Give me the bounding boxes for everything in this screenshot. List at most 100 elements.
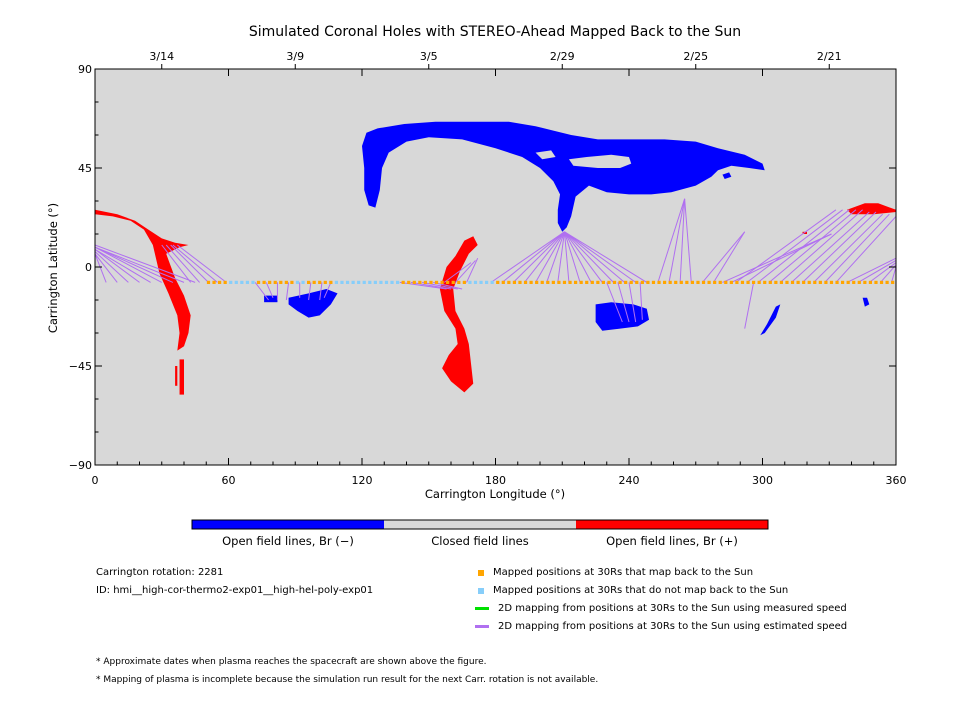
- mapped-point: [568, 280, 572, 284]
- mapped-point: [601, 280, 606, 284]
- mapped-point: [418, 280, 422, 284]
- mapping-line: [857, 259, 897, 283]
- mapping-line: [768, 209, 857, 283]
- mapped-point: [284, 280, 288, 284]
- positive-hole-left-tail-2: [175, 366, 178, 386]
- negative-hole-dot: [862, 297, 870, 307]
- mapping-line: [564, 231, 636, 283]
- mapped-point: [446, 280, 450, 284]
- mapped-point: [835, 280, 839, 284]
- legend-label-measured-speed: 2D mapping from positions at 30Rs to the…: [498, 603, 847, 614]
- negative-hole-small-1: [264, 295, 278, 303]
- mapping-line: [846, 257, 897, 283]
- mapped-point: [440, 280, 444, 284]
- mapped-point: [223, 280, 227, 284]
- mapped-point: [407, 280, 411, 284]
- x-tick-label: 180: [485, 474, 506, 487]
- mapping-line: [455, 260, 476, 283]
- mapped-point: [262, 280, 266, 284]
- mapped-point: [668, 280, 672, 284]
- mapping-line: [779, 209, 863, 283]
- mapping-line: [94, 253, 107, 283]
- mapping-line: [668, 198, 686, 283]
- y-tick-label: 90: [78, 63, 92, 76]
- mapped-point: [891, 280, 895, 284]
- mapping-line: [735, 209, 837, 283]
- colorbar-positive: [576, 520, 768, 529]
- mapped-point: [462, 280, 466, 284]
- unmapped-point: [340, 280, 344, 284]
- mapped-point: [657, 280, 661, 284]
- mapping-line: [466, 257, 479, 283]
- colorbar-label-negative: Open field lines, Br (−): [222, 534, 354, 548]
- mapped-point: [290, 280, 294, 284]
- mapping-line: [254, 282, 269, 301]
- mapped-point: [212, 280, 216, 284]
- mapped-point: [868, 280, 873, 284]
- mapping-line: [757, 209, 850, 283]
- mapped-point: [307, 280, 311, 284]
- mapped-point: [790, 280, 795, 284]
- mapped-point: [574, 280, 578, 284]
- mapped-point: [874, 280, 878, 284]
- date-tick-label: 2/29: [550, 50, 575, 63]
- mapping-line: [722, 233, 832, 283]
- coronal-holes: [95, 121, 896, 395]
- mapping-line: [444, 262, 472, 283]
- mapped-point: [735, 280, 739, 284]
- mapped-points: [206, 280, 895, 284]
- mapped-point: [757, 280, 761, 284]
- unmapped-point: [390, 280, 394, 284]
- mapping-line: [564, 231, 648, 283]
- colorbar: [191, 519, 769, 530]
- mapping-line: [94, 251, 129, 283]
- mapped-point: [807, 280, 811, 284]
- unmapped-point: [479, 280, 483, 284]
- mapped-point: [852, 280, 856, 284]
- mapping-line: [564, 231, 603, 283]
- unmapped-point: [373, 280, 377, 284]
- mapping-line: [94, 246, 174, 283]
- x-tick-label: 360: [886, 474, 907, 487]
- mapping-lines: [94, 198, 897, 329]
- mapping-line: [524, 231, 565, 283]
- mapped-point: [523, 280, 528, 284]
- mapping-line: [557, 231, 565, 283]
- unmapped-point: [251, 280, 255, 284]
- mapping-line: [265, 282, 274, 298]
- unmapped-point: [245, 280, 250, 284]
- mapped-point: [640, 280, 644, 284]
- legend-label-not-mapped: Mapped positions at 30Rs that do not map…: [493, 585, 789, 596]
- mapping-line: [617, 282, 630, 323]
- mapped-point: [206, 280, 211, 284]
- plot-area: [94, 68, 897, 466]
- colorbar-negative: [192, 520, 384, 529]
- footnote-dates: * Approximate dates when plasma reaches …: [96, 657, 487, 667]
- purple-line-icon: [475, 625, 489, 628]
- mapped-point: [885, 280, 889, 284]
- orange-square-icon: [478, 569, 484, 576]
- chart-title: Simulated Coronal Holes with STEREO-Ahea…: [249, 24, 741, 40]
- negative-hole-north: [362, 121, 765, 232]
- mapped-point: [256, 280, 261, 284]
- mapping-line: [564, 231, 625, 283]
- run-id-text: ID: hmi__high-cor-thermo2-exp01__high-he…: [96, 585, 374, 596]
- lightblue-square-icon: [478, 587, 484, 594]
- mapped-point: [679, 280, 683, 284]
- negative-hole-eye-small: [535, 150, 556, 160]
- mapping-line: [94, 244, 196, 283]
- mapped-point: [401, 280, 405, 284]
- mapping-line: [94, 248, 151, 283]
- mapped-point: [696, 280, 700, 284]
- positive-hole-left-tail: [179, 359, 184, 395]
- mapped-point: [740, 280, 745, 284]
- mapped-point: [579, 280, 583, 284]
- mapping-line: [94, 253, 118, 283]
- mapping-line: [606, 282, 623, 323]
- mapping-line: [639, 282, 643, 320]
- mapped-point: [629, 280, 633, 284]
- mapping-line: [177, 244, 227, 283]
- mapped-point: [496, 280, 500, 284]
- mapping-line: [94, 246, 162, 283]
- mapping-line: [161, 244, 192, 283]
